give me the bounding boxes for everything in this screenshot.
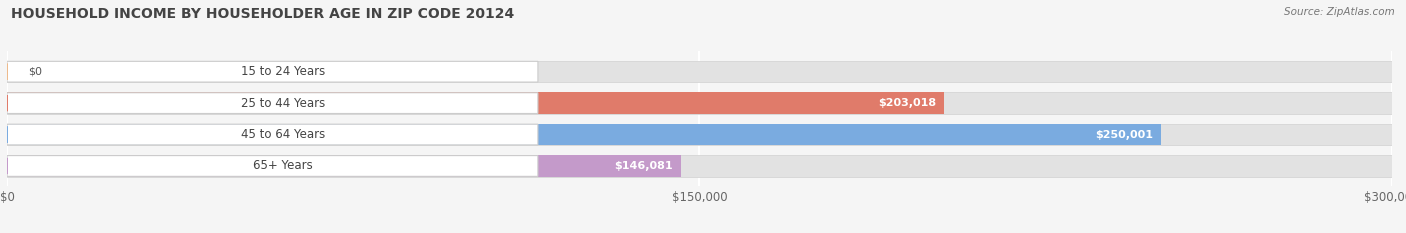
Bar xyxy=(7,155,1392,177)
FancyBboxPatch shape xyxy=(7,93,538,113)
Bar xyxy=(7,61,1392,82)
Bar xyxy=(7,155,682,177)
Text: 45 to 64 Years: 45 to 64 Years xyxy=(240,128,325,141)
Bar xyxy=(7,124,1392,145)
Text: 65+ Years: 65+ Years xyxy=(253,159,314,172)
FancyBboxPatch shape xyxy=(7,61,538,82)
FancyBboxPatch shape xyxy=(7,156,538,176)
Text: $0: $0 xyxy=(28,67,42,77)
Text: 15 to 24 Years: 15 to 24 Years xyxy=(240,65,325,78)
Text: 25 to 44 Years: 25 to 44 Years xyxy=(240,97,325,110)
Text: $203,018: $203,018 xyxy=(877,98,936,108)
Bar xyxy=(7,124,1161,145)
Bar xyxy=(7,93,1392,114)
Bar xyxy=(7,93,945,114)
Text: HOUSEHOLD INCOME BY HOUSEHOLDER AGE IN ZIP CODE 20124: HOUSEHOLD INCOME BY HOUSEHOLDER AGE IN Z… xyxy=(11,7,515,21)
FancyBboxPatch shape xyxy=(7,124,538,145)
Text: $146,081: $146,081 xyxy=(614,161,673,171)
Text: $250,001: $250,001 xyxy=(1095,130,1153,140)
Text: Source: ZipAtlas.com: Source: ZipAtlas.com xyxy=(1284,7,1395,17)
